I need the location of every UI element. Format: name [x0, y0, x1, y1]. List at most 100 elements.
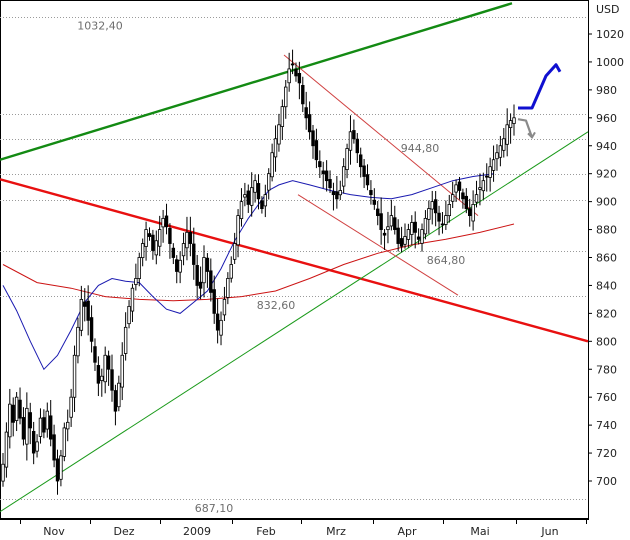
candle-body [8, 403, 12, 438]
candle-body [444, 215, 448, 225]
candle-body [178, 259, 182, 273]
candle-body [229, 264, 233, 279]
candle-body [399, 238, 404, 247]
y-tick-label: 980 [596, 84, 617, 97]
candle-body [246, 190, 250, 205]
candle-body [76, 326, 80, 357]
trendline-green-thin [0, 131, 589, 513]
y-tick-label: 920 [596, 168, 617, 181]
candle-body [83, 301, 87, 307]
y-tick-label: 820 [596, 307, 617, 320]
candle-body [100, 375, 104, 381]
y-tick-label: 740 [596, 419, 617, 432]
y-tick-label: 880 [596, 224, 617, 237]
candle-body [79, 299, 84, 331]
candle-body [502, 138, 506, 151]
sma-blue-line [2, 173, 494, 371]
candle-body [14, 396, 19, 421]
candle-body [66, 421, 70, 430]
candle-body [440, 223, 445, 226]
candle-body [253, 180, 257, 193]
level-labels: 1032,40 944,80 864,80 832,60 687,10 [77, 20, 465, 515]
candle-body [376, 208, 380, 216]
candle-body [307, 114, 312, 133]
candle-body [474, 194, 479, 203]
candle-body [287, 68, 291, 84]
candle-body [175, 259, 179, 272]
candle-body [416, 236, 421, 240]
candle-body [447, 204, 451, 217]
candle-body [137, 257, 141, 279]
candle-body [188, 231, 193, 244]
candle-body [450, 194, 455, 202]
trendline-red-thin-upper [283, 54, 479, 216]
y-tick-label: 760 [596, 391, 617, 404]
projections [517, 63, 562, 139]
candle-body [270, 152, 274, 178]
candle-body [386, 226, 390, 231]
candle-body [96, 365, 101, 384]
level-label: 832,60 [257, 299, 296, 312]
trendlines [0, 2, 589, 513]
candle-body [219, 319, 223, 336]
candle-body [69, 396, 73, 418]
level-label: 944,80 [401, 142, 440, 155]
candle-body [454, 184, 458, 193]
candle-body [468, 208, 472, 216]
projection-gray-down [517, 118, 534, 138]
y-tick-label: 1000 [596, 56, 624, 69]
candle-body [62, 427, 67, 457]
y-tick-label: 1020 [596, 28, 624, 41]
candle-body [11, 404, 15, 423]
y-tick-label: 860 [596, 252, 617, 265]
candle-body [158, 229, 162, 247]
candle-body [263, 194, 268, 207]
x-tick-label: Jun [540, 525, 558, 538]
candle-body [318, 161, 322, 168]
y-tick-label: 940 [596, 140, 617, 153]
candle-body [335, 191, 339, 200]
candle-body [512, 117, 516, 124]
level-label: 1032,40 [77, 20, 123, 33]
candle-body [55, 458, 60, 482]
candle-body [365, 174, 370, 186]
candle-body [355, 138, 359, 154]
candle-body [495, 152, 499, 160]
candle-body [195, 265, 199, 286]
candle-body [130, 287, 135, 312]
candle-body [297, 73, 302, 84]
candle-body [485, 175, 489, 178]
candle-body [205, 257, 210, 272]
candle-body [168, 227, 172, 244]
candle-body [103, 354, 107, 383]
candle-body [294, 68, 298, 77]
candle-body [117, 382, 121, 408]
candle-body [280, 106, 285, 127]
candle-body [192, 243, 196, 265]
candle-body [28, 412, 32, 429]
candle-body [59, 455, 63, 480]
candle-body [290, 63, 295, 66]
candle-body [348, 131, 353, 151]
candle-body [403, 236, 407, 245]
candle-body [457, 181, 462, 191]
candle-body [222, 299, 227, 316]
candle-body [185, 231, 189, 249]
candle-body [461, 192, 465, 200]
candle-body [304, 107, 308, 119]
projection-blue-up [518, 63, 562, 110]
candle-body [423, 217, 428, 235]
projection-gray-arrowhead [527, 131, 536, 139]
candle-body [382, 232, 387, 236]
candle-body [341, 166, 346, 187]
candle-body [393, 217, 397, 230]
candle-body [120, 354, 124, 388]
candle-body [481, 180, 486, 192]
candle-body [31, 430, 36, 454]
currency-label: USD [596, 3, 620, 16]
candle-body [154, 240, 158, 256]
candle-body [243, 194, 247, 198]
x-tick-label: Feb [256, 525, 275, 538]
candle-body [226, 278, 230, 298]
y-tick-label: 720 [596, 447, 617, 460]
